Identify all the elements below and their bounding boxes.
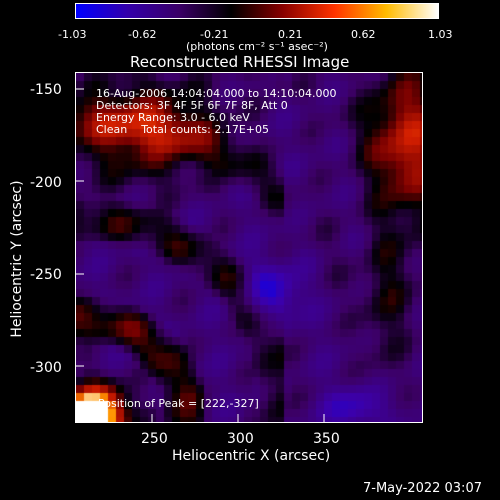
colorbar-tick-3: 0.21 [278,28,303,41]
footer-date: 7-May-2022 03:07 [363,481,482,496]
x-tick-label: 300 [227,431,254,447]
time-range-text: 16-Aug-2006 14:04:04.000 to 14:10:04.000 [96,87,337,100]
y-tick-label: -250 [30,267,62,283]
x-tick-label: 350 [313,431,340,447]
clean-counts-text: Clean Total counts: 2.17E+05 [96,123,270,136]
solar-heatmap-image [76,73,422,422]
colorbar [75,3,439,19]
y-tick-label: -300 [30,360,62,376]
x-axis-label: Heliocentric X (arcsec) [172,448,331,464]
y-tick-label: -150 [30,82,62,98]
plot-title: Reconstructed RHESSI Image [130,53,350,71]
detectors-text: Detectors: 3F 4F 5F 6F 7F 8F, Att 0 [96,99,288,112]
colorbar-units: (photons cm⁻² s⁻¹ asec⁻²) [186,40,328,53]
y-tick-label: -200 [30,175,62,191]
colorbar-tick-4: 0.62 [351,28,376,41]
colorbar-tick-2: -0.21 [200,28,229,41]
colorbar-tick-0: -1.03 [58,28,87,41]
energy-range-text: Energy Range: 3.0 - 6.0 keV [96,111,250,124]
colorbar-tick-1: -0.62 [128,28,157,41]
peak-position-label: Position of Peak = [222,-327] [98,397,259,410]
y-axis-label: Heliocentric Y (arcsec) [9,180,25,338]
x-tick-label: 250 [141,431,168,447]
colorbar-gradient [76,4,438,18]
colorbar-tick-5: 1.03 [428,28,453,41]
